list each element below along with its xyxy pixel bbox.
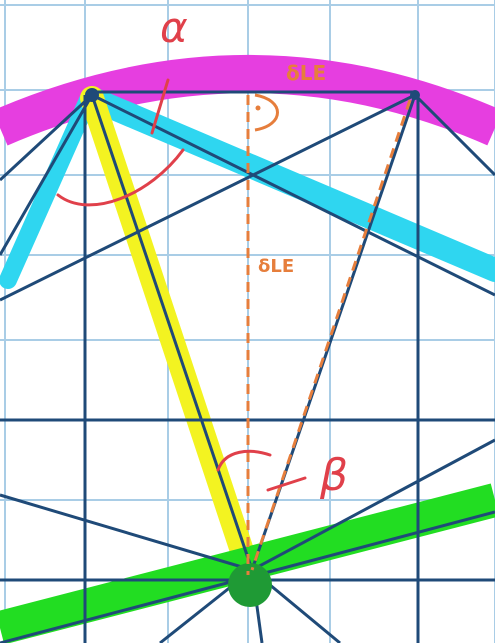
vertical-length-label: δLE [258, 256, 294, 277]
top-length-label: δLE [286, 61, 326, 85]
alpha-label: α [160, 3, 188, 52]
magenta-arc-band [0, 55, 495, 146]
line-bottom-to-right-edge [251, 438, 495, 572]
line-left-vertex-down-left-2 [0, 94, 94, 256]
beta-angle-arc [216, 449, 272, 472]
alpha-angle-arc [56, 148, 185, 207]
beta-label: β [319, 450, 348, 501]
line-left-vertex-to-bottom [90, 94, 254, 571]
right-vertex-dot [410, 90, 420, 100]
right-angle-dot [255, 105, 261, 111]
left-vertex-dot [85, 88, 99, 102]
right-angle-marker [254, 93, 279, 132]
line-right-vertex-down-right [413, 93, 495, 177]
cyan-band-left [0, 91, 97, 289]
slanted-dashed-line [250, 99, 412, 571]
line-bottom-to-left-edge [0, 493, 253, 572]
line-left-vertex-to-right-edge [91, 93, 495, 297]
line-right-vertex-to-left-edge [0, 93, 416, 302]
beta-pointer-stroke [266, 476, 307, 492]
bottom-green-dot [228, 563, 272, 607]
alpha-pointer-stroke [150, 78, 170, 135]
line-left-vertex-down-left-1 [0, 93, 94, 182]
